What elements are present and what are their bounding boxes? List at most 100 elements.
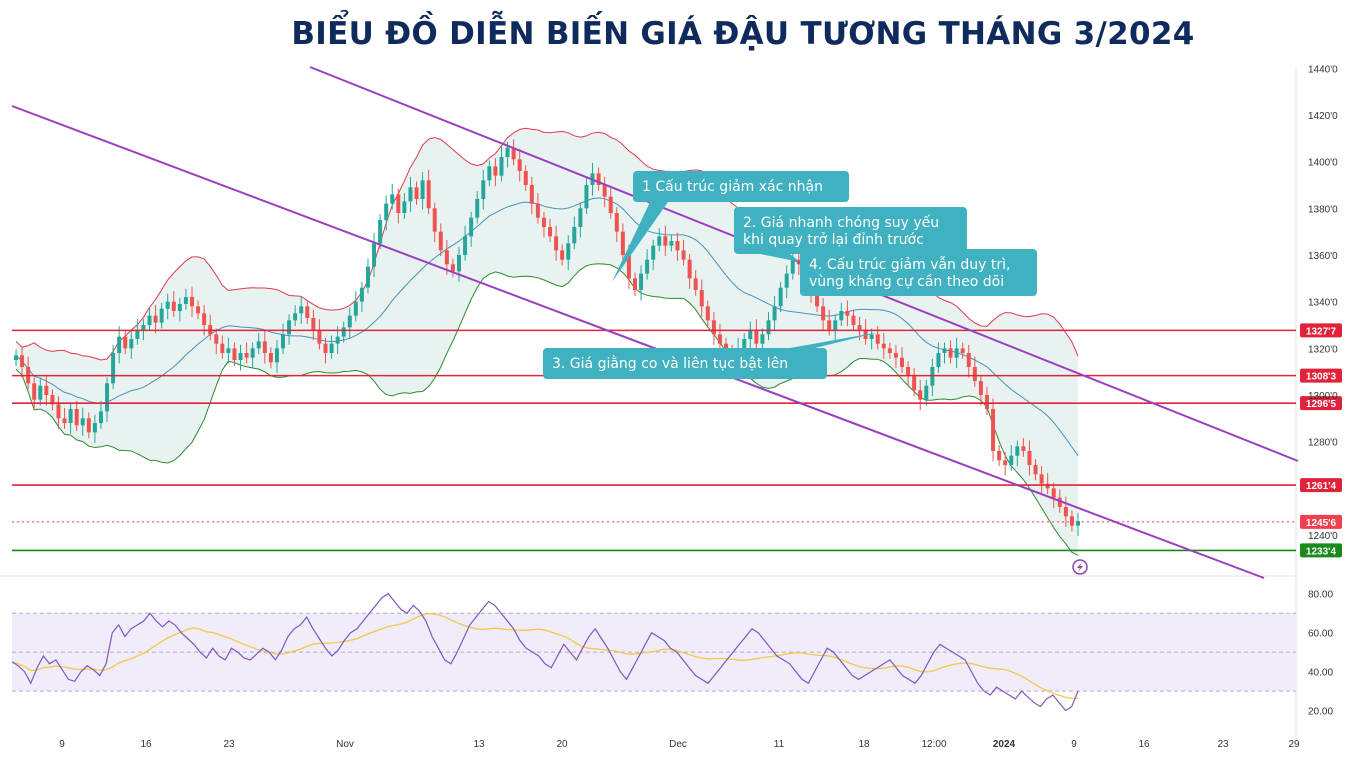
- candle-body: [1069, 516, 1074, 526]
- candle-body: [651, 245, 656, 260]
- channel-lower-line: [11, 105, 1265, 579]
- level-badge: [1300, 368, 1342, 383]
- candle-body: [1057, 497, 1062, 507]
- annotation-pointer: [790, 332, 880, 348]
- candle: [214, 328, 219, 355]
- price-tick: 1240'0: [1308, 531, 1338, 542]
- candle: [560, 244, 565, 266]
- annotation-box: [800, 249, 1037, 296]
- candle-body: [639, 273, 644, 290]
- candle: [457, 246, 462, 282]
- candle: [32, 377, 37, 411]
- candle-body: [111, 353, 116, 384]
- candle-body: [80, 418, 85, 426]
- level-badge-label: 1261'4: [1306, 481, 1337, 492]
- candle-body: [86, 418, 91, 433]
- candle-body: [469, 217, 474, 237]
- annotation-text: khi quay trở lại đỉnh trước: [743, 232, 924, 248]
- candle-body: [293, 313, 298, 321]
- candle: [56, 396, 61, 429]
- rsi-tick: 60.00: [1308, 629, 1333, 640]
- candle: [426, 169, 431, 215]
- candle-body: [900, 357, 905, 367]
- lightning-glyph: [1077, 562, 1083, 572]
- candle-body: [687, 259, 692, 279]
- candle: [1009, 445, 1014, 471]
- candle: [432, 202, 437, 243]
- level-badge-label: 1327'7: [1306, 326, 1337, 337]
- candle: [966, 344, 971, 378]
- price-tick: 1420'0: [1308, 111, 1338, 122]
- candle-body: [511, 147, 516, 160]
- candle: [117, 326, 122, 364]
- candle: [614, 207, 619, 243]
- candle-body: [1009, 455, 1014, 465]
- candle-body: [177, 304, 182, 311]
- candle: [384, 195, 389, 231]
- candle-body: [305, 306, 310, 318]
- candle-body: [711, 320, 716, 335]
- candle: [991, 398, 996, 462]
- annotation-a1: 1 Cấu trúc giảm xác nhận: [612, 171, 849, 282]
- candle: [147, 307, 152, 331]
- x-tick: Dec: [669, 739, 687, 750]
- candle-body: [274, 348, 279, 363]
- candle-body: [426, 180, 431, 209]
- candle: [396, 188, 401, 224]
- candle: [554, 225, 559, 261]
- candle: [153, 305, 158, 334]
- candle-body: [790, 259, 795, 274]
- candle-body: [966, 353, 971, 367]
- candle-body: [38, 385, 43, 400]
- candle-body: [44, 385, 49, 395]
- candle: [359, 281, 364, 313]
- candle-body: [432, 208, 437, 232]
- candle: [323, 337, 328, 364]
- candle: [493, 158, 498, 187]
- candle-body: [402, 201, 407, 213]
- candle: [481, 169, 486, 210]
- candle: [651, 239, 656, 271]
- candle-body: [972, 367, 977, 381]
- candle-body: [942, 348, 947, 353]
- candle-body: [602, 185, 607, 197]
- candle-body: [1063, 507, 1068, 517]
- candle-body: [875, 334, 880, 344]
- candle-body: [1051, 488, 1056, 498]
- candle-body: [14, 355, 18, 360]
- candle: [220, 335, 225, 359]
- candle-body: [863, 329, 868, 339]
- candle: [772, 295, 777, 331]
- annotation-box: [543, 348, 827, 379]
- level-badge-label: 1296'5: [1306, 399, 1337, 410]
- candle: [183, 288, 188, 310]
- candle: [1069, 510, 1074, 532]
- candle: [663, 225, 668, 257]
- candle: [584, 176, 589, 215]
- candle-body: [784, 273, 789, 288]
- candle: [893, 344, 898, 369]
- price-tick: 1320'0: [1308, 344, 1338, 355]
- candle: [687, 253, 692, 289]
- candle-body: [183, 297, 188, 304]
- candle: [372, 232, 377, 278]
- candle: [1039, 466, 1044, 495]
- candle: [92, 414, 97, 443]
- candle-body: [1076, 521, 1080, 526]
- candle-body: [912, 376, 917, 391]
- price-tick: 1280'0: [1308, 438, 1338, 449]
- candle: [541, 211, 546, 238]
- candle-body: [463, 236, 468, 255]
- x-tick: 29: [1288, 739, 1300, 750]
- annotation-pointer: [760, 254, 800, 262]
- candle: [918, 379, 923, 411]
- candle: [256, 333, 261, 355]
- candle: [778, 281, 783, 313]
- candle: [293, 305, 298, 327]
- candle-body: [250, 348, 255, 358]
- candle-body: [147, 315, 152, 325]
- candle-body: [98, 411, 103, 423]
- candle-body: [341, 327, 346, 337]
- candle: [414, 181, 419, 205]
